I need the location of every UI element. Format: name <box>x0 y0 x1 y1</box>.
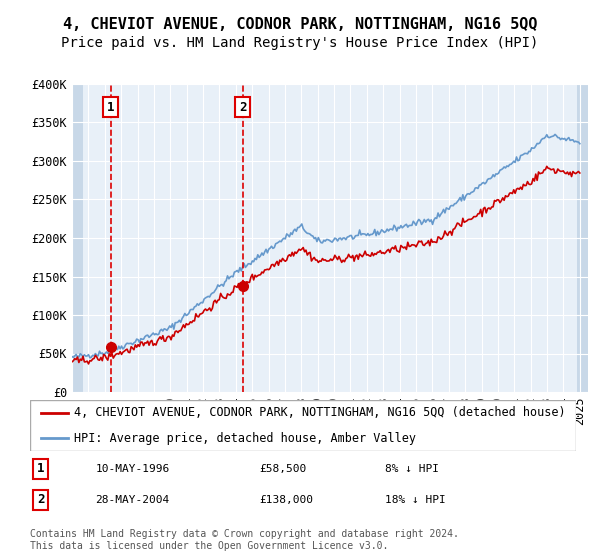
Text: HPI: Average price, detached house, Amber Valley: HPI: Average price, detached house, Ambe… <box>74 432 416 445</box>
Text: 2: 2 <box>239 101 246 114</box>
FancyBboxPatch shape <box>30 400 576 451</box>
Text: £58,500: £58,500 <box>259 464 307 474</box>
Text: 8% ↓ HPI: 8% ↓ HPI <box>385 464 439 474</box>
Text: 2: 2 <box>37 493 44 506</box>
Bar <box>72 84 83 392</box>
Text: 4, CHEVIOT AVENUE, CODNOR PARK, NOTTINGHAM, NG16 5QQ (detached house): 4, CHEVIOT AVENUE, CODNOR PARK, NOTTINGH… <box>74 407 565 419</box>
Text: 1: 1 <box>37 463 44 475</box>
Text: Price paid vs. HM Land Registry's House Price Index (HPI): Price paid vs. HM Land Registry's House … <box>61 36 539 50</box>
Text: £138,000: £138,000 <box>259 495 313 505</box>
Text: 10-MAY-1996: 10-MAY-1996 <box>95 464 170 474</box>
Text: 4, CHEVIOT AVENUE, CODNOR PARK, NOTTINGHAM, NG16 5QQ: 4, CHEVIOT AVENUE, CODNOR PARK, NOTTINGH… <box>63 17 537 32</box>
Text: Contains HM Land Registry data © Crown copyright and database right 2024.
This d: Contains HM Land Registry data © Crown c… <box>30 529 459 551</box>
Text: 1: 1 <box>107 101 115 114</box>
Bar <box>577 84 588 392</box>
Text: 28-MAY-2004: 28-MAY-2004 <box>95 495 170 505</box>
Text: 18% ↓ HPI: 18% ↓ HPI <box>385 495 446 505</box>
